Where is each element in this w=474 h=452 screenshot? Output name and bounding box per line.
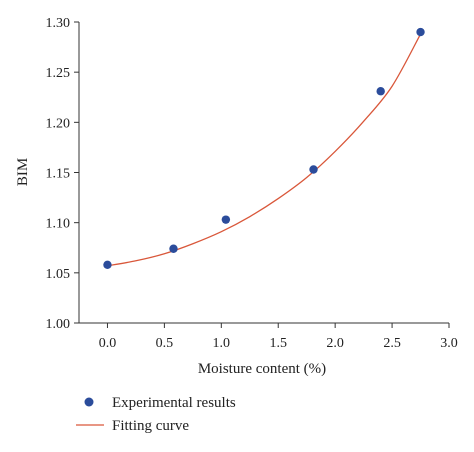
legend-label-fitting-curve: Fitting curve (112, 418, 189, 434)
y-tick-label: 1.10 (46, 217, 71, 232)
y-axis-title: BIM (15, 158, 31, 186)
y-tick-label: 1.00 (46, 317, 71, 332)
x-tick-label: 1.0 (213, 336, 231, 351)
y-tick-label: 1.15 (46, 167, 71, 182)
x-tick-label: 2.5 (383, 336, 401, 351)
legend-label-experimental-results: Experimental results (112, 395, 236, 411)
y-tick-label: 1.20 (46, 116, 71, 131)
legend-marker-experimental-results (84, 397, 94, 407)
fitting-curve-line (107, 33, 422, 267)
data-point (169, 244, 178, 253)
x-tick-label: 1.5 (269, 336, 287, 351)
x-tick-label: 0.0 (99, 336, 117, 351)
data-point (221, 215, 231, 224)
y-tick-label: 1.30 (46, 16, 71, 31)
plot-area (103, 27, 425, 270)
data-point (309, 165, 318, 174)
x-axis-ticks: 0.0 0.5 1.0 1.5 2.0 2.5 3.0 (99, 323, 458, 351)
x-tick-label: 3.0 (440, 336, 458, 351)
data-point (416, 27, 425, 37)
x-axis-title: Moisture content (%) (198, 361, 326, 377)
data-point (376, 87, 385, 96)
axes (78, 22, 449, 324)
y-axis-ticks: 1.00 1.05 1.10 1.15 1.20 1.25 1.30 (46, 16, 79, 332)
x-tick-label: 0.5 (156, 336, 174, 351)
legend: Experimental results Fitting curve (76, 395, 236, 434)
y-tick-label: 1.25 (46, 66, 71, 81)
data-point (103, 260, 112, 270)
y-tick-label: 1.05 (46, 267, 71, 282)
x-tick-label: 2.0 (326, 336, 344, 351)
